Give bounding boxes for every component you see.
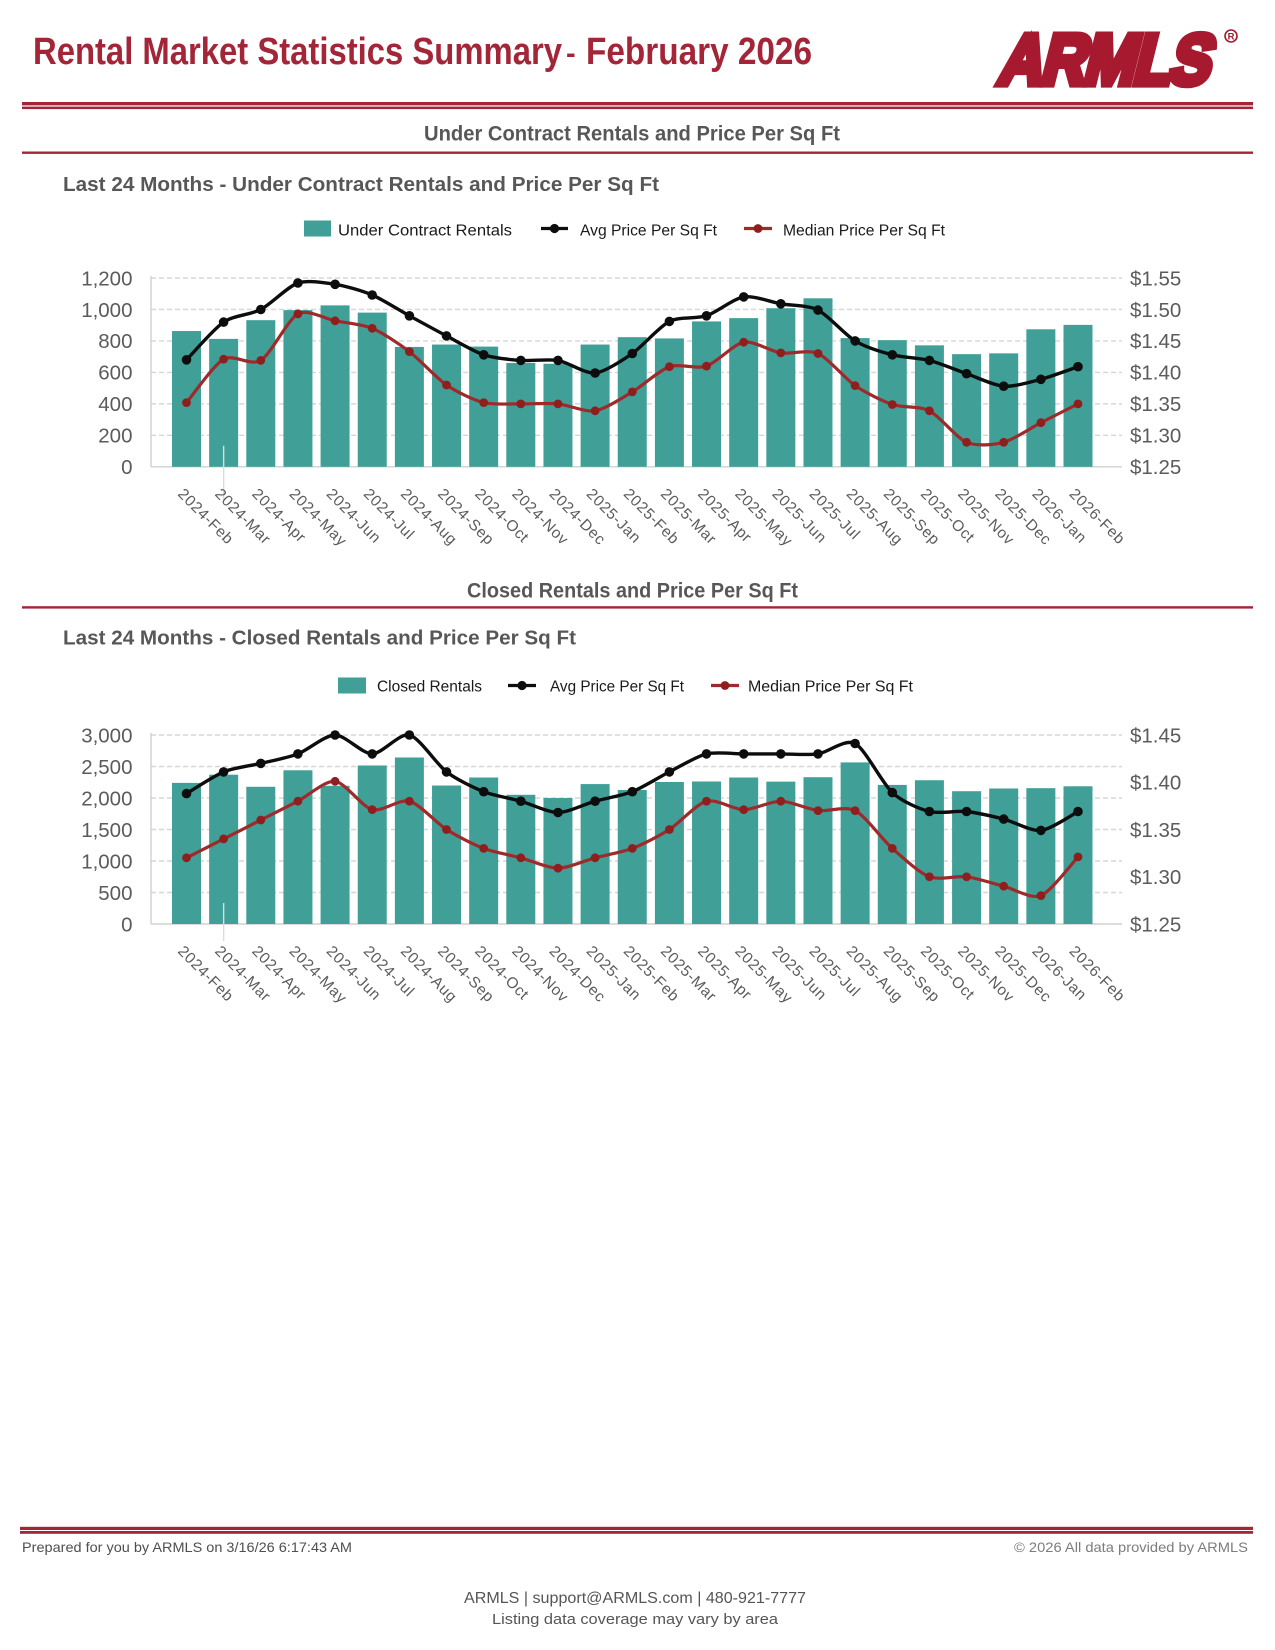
svg-text:$1.50: $1.50 <box>1130 299 1181 322</box>
svg-text:$1.55: $1.55 <box>1130 267 1181 290</box>
svg-text:Last 24 Months - Under Contrac: Last 24 Months - Under Contract Rentals … <box>63 173 659 196</box>
svg-text:$1.25: $1.25 <box>1130 456 1181 479</box>
svg-text:200: 200 <box>98 425 132 448</box>
svg-text:1,200: 1,200 <box>81 267 132 290</box>
svg-text:Closed Rentals and Price Per S: Closed Rentals and Price Per Sq Ft <box>467 580 798 603</box>
svg-text:Listing data coverage may vary: Listing data coverage may vary by area <box>492 1611 779 1628</box>
svg-text:Rental Market Statistics Summa: Rental Market Statistics Summary <box>33 31 562 73</box>
svg-text:1,000: 1,000 <box>81 299 132 322</box>
svg-text:ARMLS: ARMLS <box>992 21 1222 100</box>
svg-text:1,500: 1,500 <box>81 819 132 842</box>
svg-text:$1.25: $1.25 <box>1130 913 1181 936</box>
svg-text:$1.40: $1.40 <box>1130 772 1181 795</box>
svg-text:0: 0 <box>121 913 132 936</box>
svg-text:$1.45: $1.45 <box>1130 724 1181 747</box>
svg-text:2,500: 2,500 <box>81 756 132 779</box>
svg-text:0: 0 <box>121 456 132 479</box>
svg-text:Avg Price Per Sq Ft: Avg Price Per Sq Ft <box>580 223 718 240</box>
svg-text:Avg Price Per Sq Ft: Avg Price Per Sq Ft <box>550 679 685 696</box>
svg-text:$1.45: $1.45 <box>1130 330 1181 353</box>
svg-text:$1.30: $1.30 <box>1130 866 1181 889</box>
svg-text:$1.40: $1.40 <box>1130 362 1181 385</box>
svg-text:3,000: 3,000 <box>81 724 132 747</box>
svg-text:500: 500 <box>98 882 132 905</box>
svg-text:ARMLS | support@ARMLS.com | 48: ARMLS | support@ARMLS.com | 480-921-7777 <box>464 1590 806 1607</box>
svg-text:© 2026 All data provided by AR: © 2026 All data provided by ARMLS <box>1014 1539 1248 1555</box>
svg-text:Under Contract Rentals and Pri: Under Contract Rentals and Price Per Sq … <box>424 123 840 146</box>
svg-text:Closed Rentals: Closed Rentals <box>377 679 482 696</box>
svg-text:Last 24 Months - Closed Rental: Last 24 Months - Closed Rentals and Pric… <box>63 627 576 650</box>
svg-text:Median Price Per Sq Ft: Median Price Per Sq Ft <box>783 223 946 240</box>
svg-text:800: 800 <box>98 330 132 353</box>
svg-text:1,000: 1,000 <box>81 850 132 873</box>
svg-text:Prepared for you by ARMLS on 3: Prepared for you by ARMLS on 3/16/26 6:1… <box>22 1539 352 1555</box>
svg-text:$1.35: $1.35 <box>1130 819 1181 842</box>
svg-text:Median Price Per Sq Ft: Median Price Per Sq Ft <box>748 679 914 696</box>
svg-text:400: 400 <box>98 393 132 416</box>
svg-text:February 2026: February 2026 <box>586 31 812 73</box>
svg-text:2,000: 2,000 <box>81 787 132 810</box>
svg-text:-: - <box>566 38 576 70</box>
svg-text:$1.35: $1.35 <box>1130 393 1181 416</box>
svg-text:$1.30: $1.30 <box>1130 425 1181 448</box>
svg-text:600: 600 <box>98 362 132 385</box>
svg-text:Under Contract Rentals: Under Contract Rentals <box>338 223 512 240</box>
svg-text:R: R <box>1228 32 1235 43</box>
